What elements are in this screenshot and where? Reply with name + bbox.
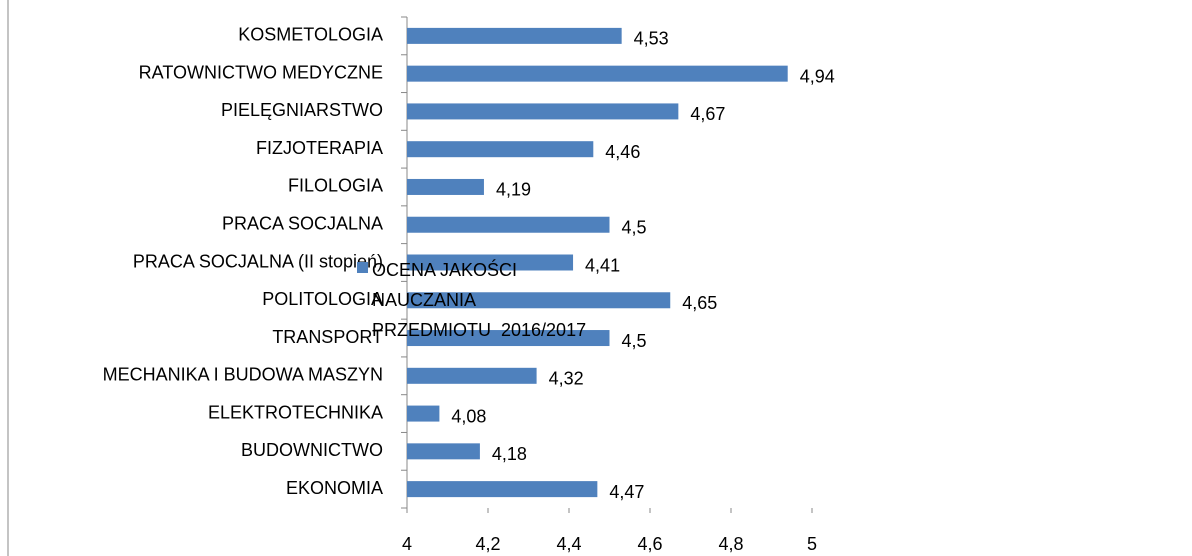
bar <box>407 216 610 233</box>
value-label: 4,08 <box>451 406 486 426</box>
y-tick-label: BUDOWNICTWO <box>241 440 383 460</box>
y-tick-label: KOSMETOLOGIA <box>238 25 383 45</box>
y-tick-label: PRACA SOCJALNA (II stopień) <box>133 251 383 271</box>
bar <box>407 178 484 195</box>
value-label: 4,65 <box>682 293 717 313</box>
value-label: 4,41 <box>585 255 620 275</box>
legend-label: OCENA JAKOŚCI NAUCZANIA PRZEDMIOTU 2016/… <box>372 260 587 340</box>
bar <box>407 481 598 498</box>
y-tick-label: PIELĘGNIARSTWO <box>221 100 383 120</box>
value-label: 4,47 <box>609 482 644 502</box>
value-label: 4,67 <box>690 104 725 124</box>
bar <box>407 254 574 271</box>
y-tick-label: MECHANIKA I BUDOWA MASZYN <box>103 365 383 385</box>
bar <box>407 367 537 384</box>
bar <box>407 103 679 120</box>
bar <box>407 65 788 82</box>
x-tick-label: 4 <box>402 534 412 554</box>
x-tick-label: 4,6 <box>637 534 662 554</box>
y-tick-label: FILOLOGIA <box>288 176 383 196</box>
bar <box>407 405 440 422</box>
bar <box>407 141 594 158</box>
x-tick-label: 4,2 <box>475 534 500 554</box>
y-tick-label: EKONOMIA <box>286 478 383 498</box>
value-label: 4,5 <box>622 217 647 237</box>
y-tick-label: TRANSPORT <box>272 327 383 347</box>
x-tick-label: 4,4 <box>556 534 581 554</box>
value-label: 4,46 <box>605 142 640 162</box>
value-label: 4,53 <box>634 29 669 49</box>
value-label: 4,18 <box>492 444 527 464</box>
y-tick-label: POLITOLOGIA <box>262 289 383 309</box>
value-label: 4,94 <box>800 66 835 86</box>
bar <box>407 330 610 347</box>
value-label: 4,19 <box>496 180 531 200</box>
value-label: 4,5 <box>622 331 647 351</box>
x-tick-label: 5 <box>807 534 817 554</box>
y-tick-label: ELEKTROTECHNIKA <box>208 402 383 422</box>
y-tick-label: PRACA SOCJALNA <box>222 213 383 233</box>
bar <box>407 292 671 309</box>
value-label: 4,32 <box>549 369 584 389</box>
x-tick-label: 4,8 <box>718 534 743 554</box>
y-tick-label: RATOWNICTWO MEDYCZNE <box>139 62 383 82</box>
bar <box>407 443 480 460</box>
legend-swatch <box>357 262 368 273</box>
bar <box>407 27 622 44</box>
y-tick-label: FIZJOTERAPIA <box>256 138 383 158</box>
